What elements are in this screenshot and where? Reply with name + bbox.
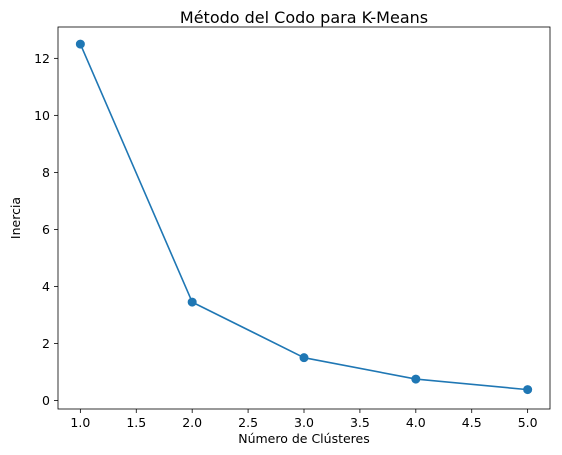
y-tick-label: 10 bbox=[34, 108, 50, 123]
x-tick-label: 2.5 bbox=[238, 415, 258, 430]
y-tick-label: 12 bbox=[34, 51, 50, 66]
y-tick-label: 0 bbox=[42, 393, 50, 408]
y-axis-ticks: 0 2 4 6 8 10 12 bbox=[34, 51, 58, 408]
data-point bbox=[411, 374, 421, 384]
x-tick-label: 3.5 bbox=[350, 415, 370, 430]
chart-title: Método del Codo para K-Means bbox=[180, 8, 428, 27]
x-tick-label: 5.0 bbox=[518, 415, 538, 430]
data-point bbox=[299, 353, 309, 363]
x-tick-label: 1.5 bbox=[126, 415, 146, 430]
y-axis-label: Inercia bbox=[8, 197, 23, 239]
data-point bbox=[523, 385, 533, 395]
x-axis-label: Número de Clústeres bbox=[238, 431, 370, 446]
plot-area bbox=[75, 39, 533, 395]
x-tick-label: 3.0 bbox=[294, 415, 314, 430]
x-tick-label: 4.5 bbox=[462, 415, 482, 430]
data-point bbox=[75, 39, 85, 49]
y-tick-label: 6 bbox=[42, 222, 50, 237]
x-tick-label: 2.0 bbox=[182, 415, 202, 430]
x-axis-ticks: 1.0 1.5 2.0 2.5 3.0 3.5 4.0 4.5 5.0 bbox=[70, 409, 538, 430]
y-tick-label: 8 bbox=[42, 165, 50, 180]
y-tick-label: 4 bbox=[42, 279, 50, 294]
y-tick-label: 2 bbox=[42, 336, 50, 351]
data-point bbox=[187, 297, 197, 307]
x-tick-label: 4.0 bbox=[406, 415, 426, 430]
x-tick-label: 1.0 bbox=[70, 415, 90, 430]
